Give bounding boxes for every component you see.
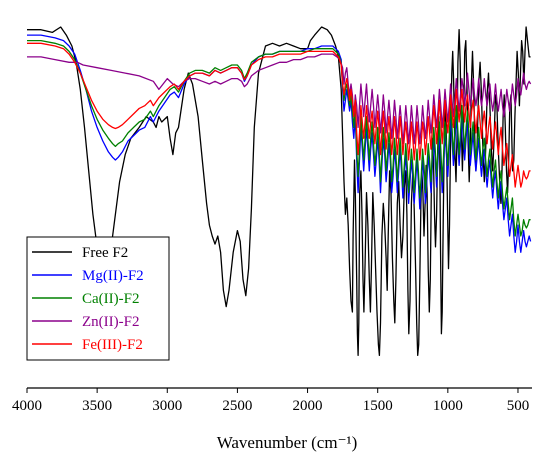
x-axis: 4000 3500 3000 2500 2000 1500 1000 500	[12, 387, 532, 414]
x-tick-label-3: 2500	[222, 398, 252, 414]
legend-label-2: Ca(II)-F2	[82, 291, 139, 307]
x-tick-label-5: 1500	[363, 398, 393, 414]
series-layer	[27, 26, 532, 357]
x-tick-label-0: 4000	[12, 398, 42, 414]
series-line-2	[27, 39, 531, 237]
x-tick-label-7: 500	[507, 398, 530, 414]
legend-label-4: Fe(III)-F2	[82, 337, 143, 353]
legend-label-3: Zn(II)-F2	[82, 314, 139, 330]
legend-label-0: Free F2	[82, 245, 128, 261]
legend-box	[26, 236, 170, 361]
series-line-4	[27, 42, 531, 188]
series-line-0	[27, 26, 531, 357]
series-line-3	[27, 53, 532, 145]
legend: Free F2 Mg(II)-F2 Ca(II)-F2 Zn(II)-F2 Fe(III…	[26, 236, 170, 361]
x-tick-label-4: 2000	[293, 398, 323, 414]
x-tick-label-1: 3500	[82, 398, 112, 414]
legend-label-1: Mg(II)-F2	[82, 268, 144, 284]
x-tick-label-2: 3000	[152, 398, 182, 414]
x-axis-title: Wavenumber (cm⁻¹)	[217, 433, 358, 452]
x-tick-label-6: 1000	[433, 398, 463, 414]
